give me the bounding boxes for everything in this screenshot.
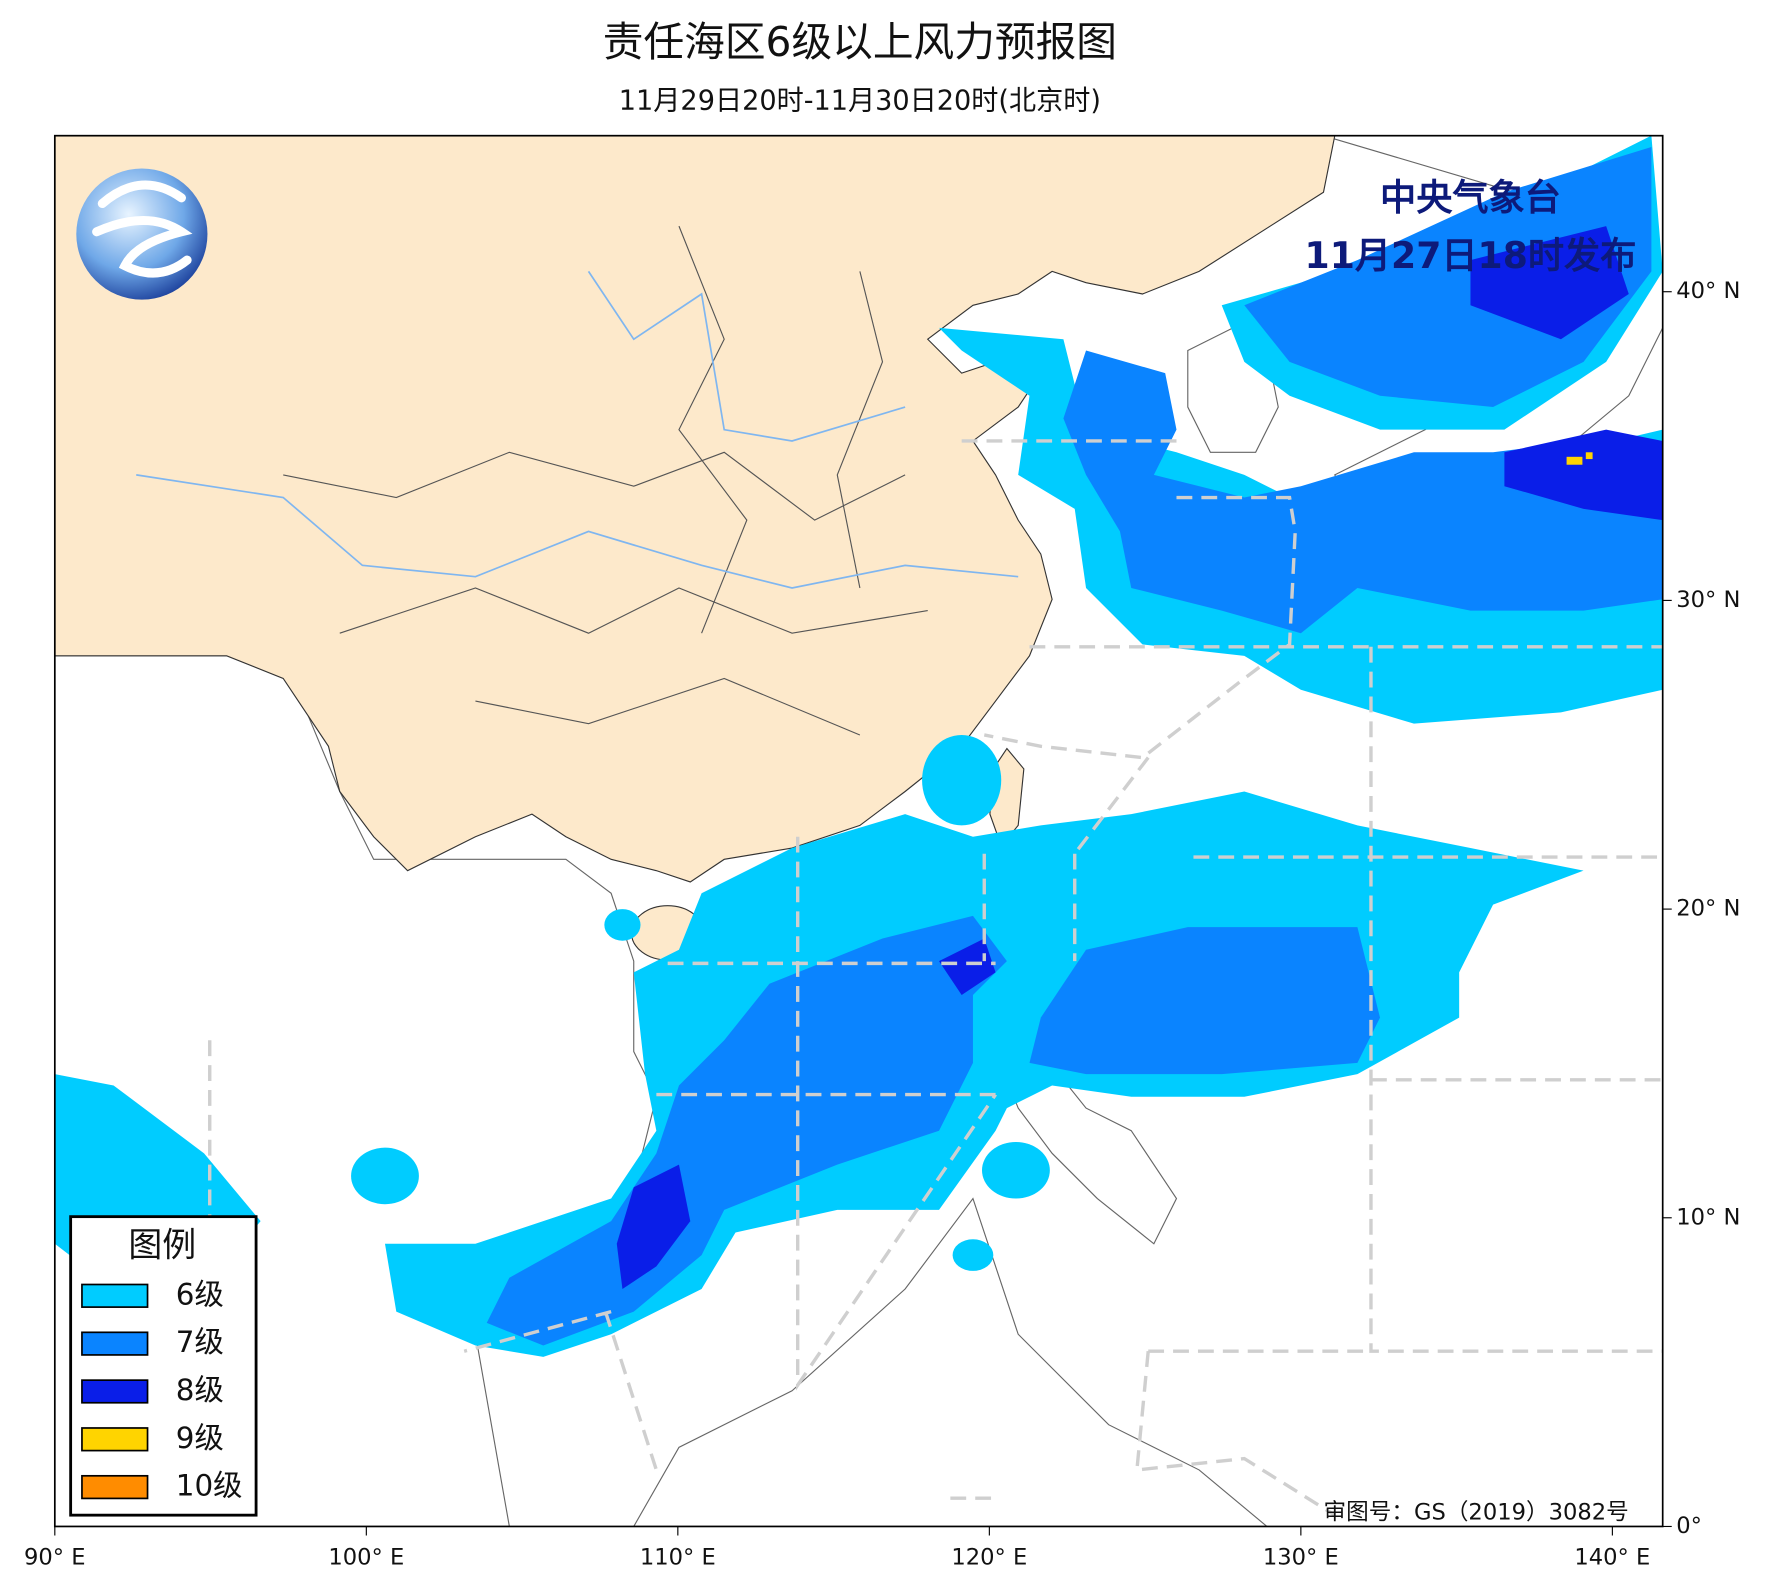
- legend-box: [69, 1215, 258, 1517]
- issue-time: 11月27日18时发布: [1305, 234, 1637, 277]
- x-tick-label: 90° E: [24, 1545, 86, 1571]
- y-tick-label: 30° N: [1676, 587, 1740, 613]
- y-tick-label: 20° N: [1676, 896, 1740, 922]
- legend-label: 7级: [176, 1325, 224, 1359]
- legend-label: 10级: [176, 1469, 243, 1503]
- logo-mark: [92, 180, 193, 278]
- subtitle: 11月29日20时-11月30日20时(北京时): [619, 85, 1101, 116]
- legend-label: 9级: [176, 1421, 224, 1455]
- y-tick-label: 10° N: [1676, 1204, 1740, 1230]
- x-tick-label: 130° E: [1263, 1545, 1339, 1571]
- wind-level-9: [1566, 452, 1593, 465]
- title: 责任海区6级以上风力预报图: [603, 18, 1117, 66]
- x-tick-label: 140° E: [1574, 1545, 1650, 1571]
- legend-swatch: [81, 1427, 149, 1452]
- legend-label: 8级: [176, 1373, 224, 1407]
- legend-swatch: [81, 1474, 149, 1500]
- legend-label: 6级: [176, 1277, 224, 1311]
- x-tick-label: 120° E: [951, 1545, 1027, 1571]
- legend-swatch: [81, 1379, 149, 1404]
- wind-level-7: [486, 146, 1663, 1346]
- province-borders: [283, 225, 928, 736]
- map-frame: [53, 134, 1664, 1528]
- legend: 图例 6级 7级 8级 9级 10级: [69, 1215, 258, 1517]
- legend-swatch: [81, 1283, 149, 1308]
- legend-swatch: [81, 1331, 149, 1356]
- wind-level-8: [616, 226, 1663, 1290]
- china-land: [54, 135, 1336, 883]
- x-tick-label: 100° E: [328, 1545, 404, 1571]
- y-tick-label: 40° N: [1676, 278, 1740, 304]
- sea-area-boundaries: [208, 439, 1663, 1517]
- legend-title: 图例: [128, 1226, 196, 1265]
- issuer: 中央气象台: [1380, 176, 1561, 219]
- x-tick-label: 110° E: [640, 1545, 716, 1571]
- approval-number: 审图号：GS（2019）3082号: [1324, 1499, 1629, 1525]
- rivers: [136, 270, 1019, 589]
- borneo: [633, 1197, 1268, 1527]
- map-body: [54, 135, 1663, 1527]
- y-tick-label: 0°: [1676, 1513, 1702, 1539]
